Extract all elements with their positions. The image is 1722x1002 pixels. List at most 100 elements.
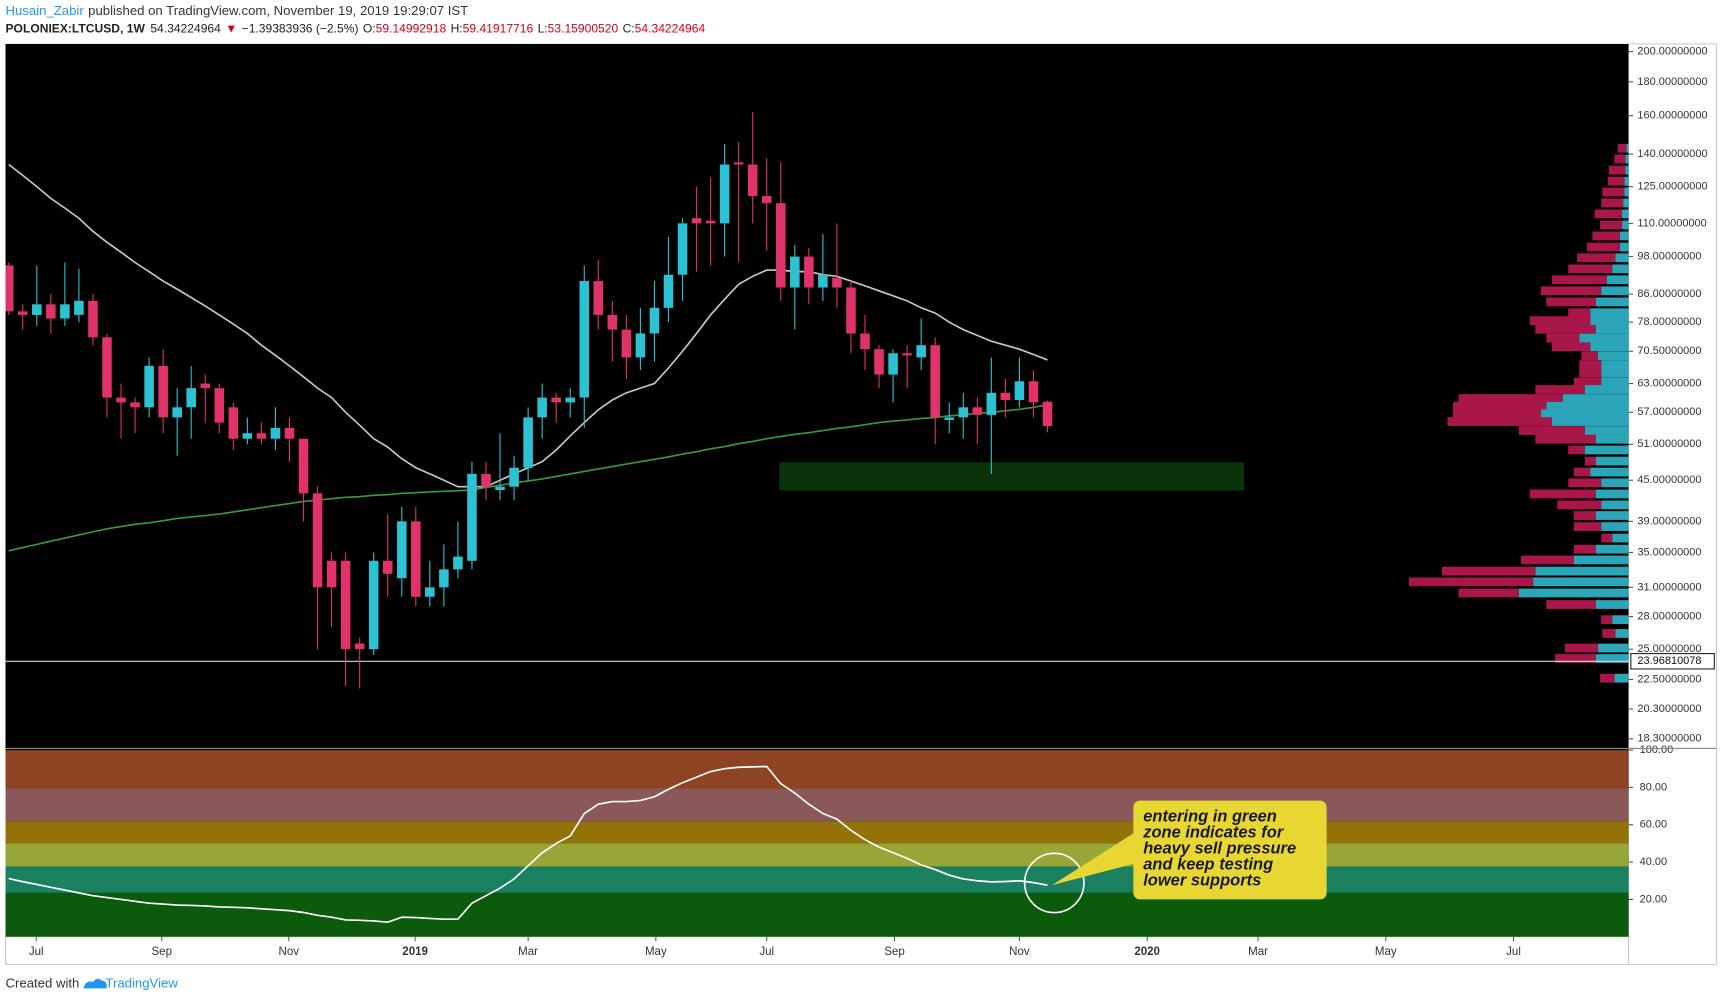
x-tick-label: 2019 xyxy=(402,946,428,958)
y-tick-label: 51.00000000 xyxy=(1637,438,1701,450)
volume-up-bar xyxy=(1533,577,1629,587)
price-axis-area xyxy=(1628,43,1717,965)
oscillator-band xyxy=(5,821,1629,844)
footer-created: Created with xyxy=(6,975,80,990)
volume-down-bar xyxy=(1586,242,1620,252)
volume-up-bar xyxy=(1625,154,1629,164)
candle-body xyxy=(74,300,84,315)
author-link[interactable]: Husain_Zabir xyxy=(6,4,85,19)
callout-line: and keep testing xyxy=(1143,856,1273,874)
volume-down-bar xyxy=(1535,385,1585,394)
volume-down-bar xyxy=(1551,342,1591,352)
footer-brand[interactable]: TradingView xyxy=(105,975,178,990)
candle-body xyxy=(776,203,786,288)
candle-body xyxy=(382,560,393,574)
volume-down-bar xyxy=(1602,187,1625,197)
annotation-circle xyxy=(1023,852,1085,914)
candle-body xyxy=(832,277,842,288)
volume-up-bar xyxy=(1619,242,1629,252)
time-axis-area xyxy=(5,936,1629,965)
brand-logo xyxy=(83,978,107,989)
candle-body xyxy=(537,397,547,418)
volume-down-bar xyxy=(1452,401,1547,411)
candle-body xyxy=(116,397,126,403)
y-tick-label: 70.50000000 xyxy=(1637,345,1701,357)
candle-body xyxy=(733,162,744,165)
volume-up-bar xyxy=(1601,478,1629,488)
candle-body xyxy=(972,407,983,415)
candle-body xyxy=(439,569,449,588)
volume-up-bar xyxy=(1579,333,1629,343)
x-tick-label: Sep xyxy=(151,946,172,958)
volume-down-bar xyxy=(1540,286,1602,296)
volume-up-bar xyxy=(1601,377,1629,387)
support-zone xyxy=(779,462,1245,491)
candle-body xyxy=(172,407,182,418)
candle-body xyxy=(88,300,98,338)
volume-up-bar xyxy=(1606,275,1629,285)
candle-body xyxy=(874,349,884,375)
volume-up-bar xyxy=(1601,360,1629,369)
volume-up-bar xyxy=(1595,544,1629,554)
volume-up-bar xyxy=(1622,220,1629,230)
volume-up-bar xyxy=(1595,489,1629,499)
high-label: H: xyxy=(451,22,463,36)
candle-body xyxy=(368,560,379,650)
volume-up-bar xyxy=(1535,566,1629,576)
volume-down-bar xyxy=(1535,434,1596,444)
price-panel xyxy=(5,112,1629,689)
candle-body xyxy=(902,353,912,356)
candle-body xyxy=(1042,401,1053,427)
volume-down-bar xyxy=(1551,275,1607,285)
y-tick-label: 98.00000000 xyxy=(1637,250,1701,262)
x-tick-label: Nov xyxy=(1009,946,1030,958)
close-value: 54.34224964 xyxy=(635,22,706,36)
volume-down-bar xyxy=(1573,511,1596,520)
volume-up-bar xyxy=(1595,654,1629,663)
y-tick-label: 78.00000000 xyxy=(1637,316,1701,328)
open-label: O: xyxy=(363,22,376,36)
y-tick-label: 160.00000000 xyxy=(1637,110,1707,122)
close-label: C: xyxy=(623,22,635,36)
candle-body xyxy=(298,438,309,494)
candle-body xyxy=(411,521,421,597)
volume-up-bar xyxy=(1615,629,1629,638)
candle-body xyxy=(860,333,870,350)
x-tick-label: May xyxy=(645,946,667,958)
open-value: 59.14992918 xyxy=(376,22,447,36)
volume-up-bar xyxy=(1619,231,1629,241)
y-tick-label: 20.30000000 xyxy=(1637,703,1701,715)
candle-body xyxy=(818,274,828,288)
volume-down-bar xyxy=(1601,198,1624,208)
candle-body xyxy=(397,521,407,579)
candle-body xyxy=(551,397,561,403)
candle-body xyxy=(958,407,969,418)
oscillator-panel xyxy=(5,750,1629,937)
candle-body xyxy=(102,337,112,398)
candle-body xyxy=(453,556,463,570)
y-tick-label: 60.00 xyxy=(1640,819,1667,831)
candle-body xyxy=(790,256,800,288)
y-tick-label: 18.30000000 xyxy=(1637,733,1701,745)
candle-body xyxy=(425,587,435,597)
hline-label: 23.96810078 xyxy=(1637,655,1701,667)
volume-down-bar xyxy=(1447,417,1552,426)
y-tick-label: 140.00000000 xyxy=(1637,148,1707,160)
volume-up-bar xyxy=(1597,643,1629,653)
volume-up-bar xyxy=(1595,434,1629,444)
volume-down-bar xyxy=(1579,360,1602,369)
candle-body xyxy=(312,493,323,588)
candle-body xyxy=(677,223,688,275)
candle-body xyxy=(144,365,154,408)
volume-down-bar xyxy=(1573,544,1596,554)
volume-up-bar xyxy=(1573,555,1629,565)
y-tick-label: 57.00000000 xyxy=(1637,406,1701,418)
volume-down-bar xyxy=(1614,154,1626,164)
volume-down-bar xyxy=(1579,368,1602,378)
volume-down-bar xyxy=(1529,489,1596,499)
volume-down-bar xyxy=(1452,409,1541,419)
candle-body xyxy=(284,427,295,439)
volume-down-bar xyxy=(1581,351,1598,361)
